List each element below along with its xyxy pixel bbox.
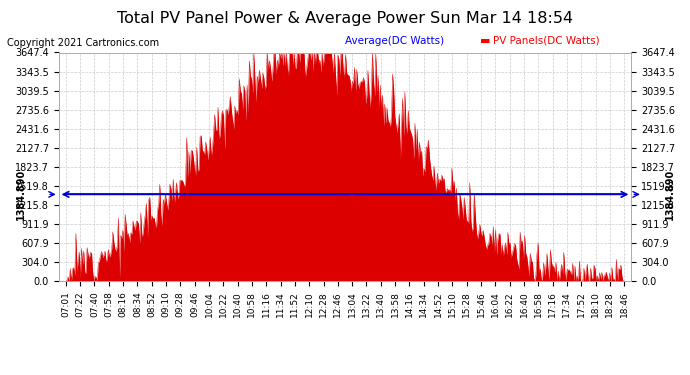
Text: 1384.890: 1384.890: [17, 169, 26, 220]
Text: PV Panels(DC Watts): PV Panels(DC Watts): [493, 36, 600, 46]
Text: Total PV Panel Power & Average Power Sun Mar 14 18:54: Total PV Panel Power & Average Power Sun…: [117, 11, 573, 26]
Text: Copyright 2021 Cartronics.com: Copyright 2021 Cartronics.com: [7, 38, 159, 48]
Text: ▬: ▬: [480, 36, 490, 46]
Text: 1384.890: 1384.890: [665, 169, 676, 220]
Text: Average(DC Watts): Average(DC Watts): [345, 36, 444, 46]
